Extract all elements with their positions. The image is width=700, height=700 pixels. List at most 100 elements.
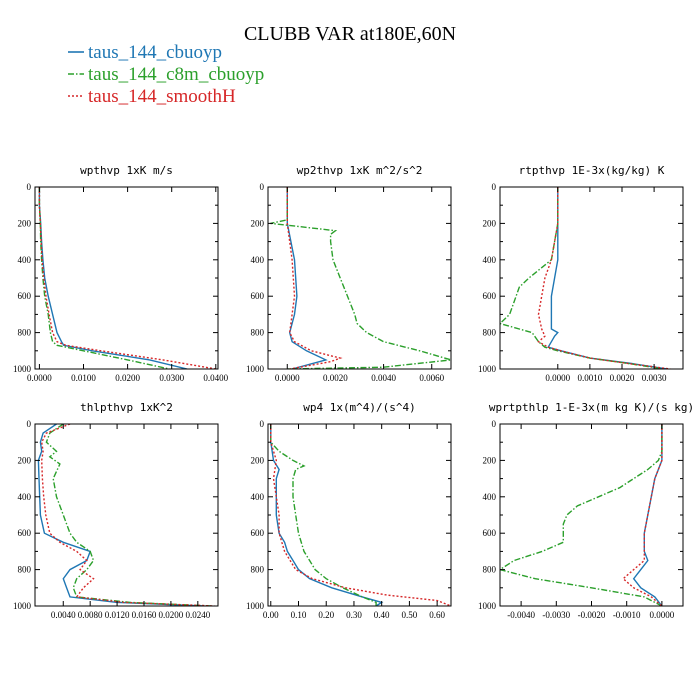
x-tick-label: 0.0010 bbox=[578, 373, 603, 383]
y-tick-label: 1000 bbox=[478, 601, 497, 611]
y-tick-label: 600 bbox=[483, 528, 497, 538]
y-tick-label: 400 bbox=[18, 492, 32, 502]
y-tick-label: 1000 bbox=[13, 601, 32, 611]
y-tick-label: 0 bbox=[260, 182, 265, 192]
series-line-2 bbox=[38, 187, 170, 369]
x-tick-label: 0.0200 bbox=[159, 610, 184, 620]
panel-title: wp2thvp 1xK m^2/s^2 bbox=[297, 164, 423, 177]
plot-frame bbox=[34, 423, 219, 607]
legend: taus_144_cbuoyptaus_144_c8m_cbuoyptaus_1… bbox=[68, 42, 264, 107]
y-tick-label: 400 bbox=[18, 255, 32, 265]
y-tick-label: 400 bbox=[251, 492, 265, 502]
series-line-2 bbox=[270, 424, 377, 606]
y-tick-label: 800 bbox=[483, 565, 497, 575]
y-tick-label: 1000 bbox=[246, 601, 265, 611]
x-tick-label: 0.0000 bbox=[650, 610, 675, 620]
series-line-1 bbox=[286, 187, 328, 369]
legend-label: taus_144_smoothH bbox=[88, 86, 236, 107]
y-tick-label: 200 bbox=[251, 218, 265, 228]
y-tick-label: 0 bbox=[260, 419, 265, 429]
figure-title: CLUBB VAR at180E,60N bbox=[244, 23, 456, 45]
panel: wprtpthlp 1-E-3x(m kg K)/(s kg) 0 200 400 60… bbox=[478, 401, 694, 620]
panel-title: rtpthvp 1E-3x(kg/kg) K bbox=[519, 164, 665, 177]
y-tick-label: 200 bbox=[18, 218, 32, 228]
y-tick-label: 800 bbox=[251, 328, 265, 338]
x-tick-label: -0.0040 bbox=[507, 610, 535, 620]
panel-title: wpthvp 1xK m/s bbox=[80, 164, 173, 177]
series-line-1 bbox=[38, 187, 188, 369]
plot-frame bbox=[34, 186, 219, 370]
x-tick-label: 0.10 bbox=[291, 610, 307, 620]
x-tick-label: -0.0010 bbox=[613, 610, 641, 620]
y-tick-label: 0 bbox=[492, 182, 497, 192]
y-tick-label: 1000 bbox=[246, 364, 265, 374]
x-tick-label: 0.0400 bbox=[203, 373, 228, 383]
y-tick-label: 400 bbox=[483, 255, 497, 265]
plot-frame bbox=[499, 186, 684, 370]
series-line-2 bbox=[500, 424, 663, 606]
y-tick-label: 600 bbox=[483, 291, 497, 301]
legend-entry: taus_144_cbuoyp bbox=[68, 42, 222, 63]
x-tick-label: 0.0160 bbox=[132, 610, 157, 620]
series-line-3 bbox=[270, 424, 451, 606]
x-tick-label: 0.20 bbox=[318, 610, 334, 620]
x-tick-label: 0.0030 bbox=[642, 373, 667, 383]
panel: rtpthvp 1E-3x(kg/kg) K 0 200 400 600 800 1000 0… bbox=[478, 164, 684, 383]
legend-entry: taus_144_smoothH bbox=[68, 86, 236, 107]
y-tick-label: 200 bbox=[483, 455, 497, 465]
series-line-3 bbox=[38, 187, 216, 369]
y-tick-label: 1000 bbox=[478, 364, 497, 374]
y-tick-label: 800 bbox=[18, 328, 32, 338]
series-line-3 bbox=[622, 424, 663, 606]
x-tick-label: -0.0020 bbox=[578, 610, 606, 620]
plot-frame bbox=[499, 423, 684, 607]
y-tick-label: 600 bbox=[251, 528, 265, 538]
x-tick-label: 0.0300 bbox=[159, 373, 184, 383]
y-tick-label: 400 bbox=[483, 492, 497, 502]
x-tick-label: 0.0120 bbox=[105, 610, 130, 620]
y-tick-label: 1000 bbox=[13, 364, 32, 374]
series-line-1 bbox=[37, 424, 205, 606]
x-tick-label: 0.40 bbox=[374, 610, 390, 620]
x-tick-label: 0.00 bbox=[263, 610, 279, 620]
x-tick-label: 0.0000 bbox=[275, 373, 300, 383]
y-tick-label: 200 bbox=[251, 455, 265, 465]
x-tick-label: 0.30 bbox=[346, 610, 362, 620]
series-line-3 bbox=[537, 187, 671, 369]
legend-label: taus_144_cbuoyp bbox=[88, 42, 222, 63]
x-tick-label: 0.0060 bbox=[419, 373, 444, 383]
series-line-3 bbox=[286, 187, 343, 369]
y-tick-label: 0 bbox=[27, 419, 32, 429]
x-tick-label: 0.0040 bbox=[371, 373, 396, 383]
y-tick-label: 800 bbox=[483, 328, 497, 338]
x-tick-label: 0.0040 bbox=[51, 610, 76, 620]
x-tick-label: 0.0200 bbox=[115, 373, 140, 383]
x-tick-label: 0.0080 bbox=[78, 610, 103, 620]
x-tick-label: 0.50 bbox=[402, 610, 418, 620]
panel: wp2thvp 1xK m^2/s^2 0 200 400 600 800 1000 0.00… bbox=[246, 164, 452, 383]
y-tick-label: 0 bbox=[492, 419, 497, 429]
x-tick-label: -0.0030 bbox=[542, 610, 570, 620]
series-line-3 bbox=[40, 424, 215, 606]
x-tick-label: 0.0000 bbox=[545, 373, 570, 383]
series-line-2 bbox=[270, 187, 451, 369]
y-tick-label: 600 bbox=[18, 291, 32, 301]
x-tick-label: 0.0100 bbox=[71, 373, 96, 383]
y-tick-label: 200 bbox=[18, 455, 32, 465]
legend-entry: taus_144_c8m_cbuoyp bbox=[68, 64, 264, 85]
y-tick-label: 400 bbox=[251, 255, 265, 265]
y-tick-label: 0 bbox=[27, 182, 32, 192]
y-tick-label: 200 bbox=[483, 218, 497, 228]
panel-title: thlpthvp 1xK^2 bbox=[80, 401, 173, 414]
plot-frame bbox=[267, 423, 452, 607]
x-tick-label: 0.60 bbox=[429, 610, 445, 620]
y-tick-label: 800 bbox=[18, 565, 32, 575]
panel-title: wp4 1x(m^4)/(s^4) bbox=[303, 401, 416, 414]
y-tick-label: 600 bbox=[18, 528, 32, 538]
x-tick-label: 0.0000 bbox=[27, 373, 52, 383]
